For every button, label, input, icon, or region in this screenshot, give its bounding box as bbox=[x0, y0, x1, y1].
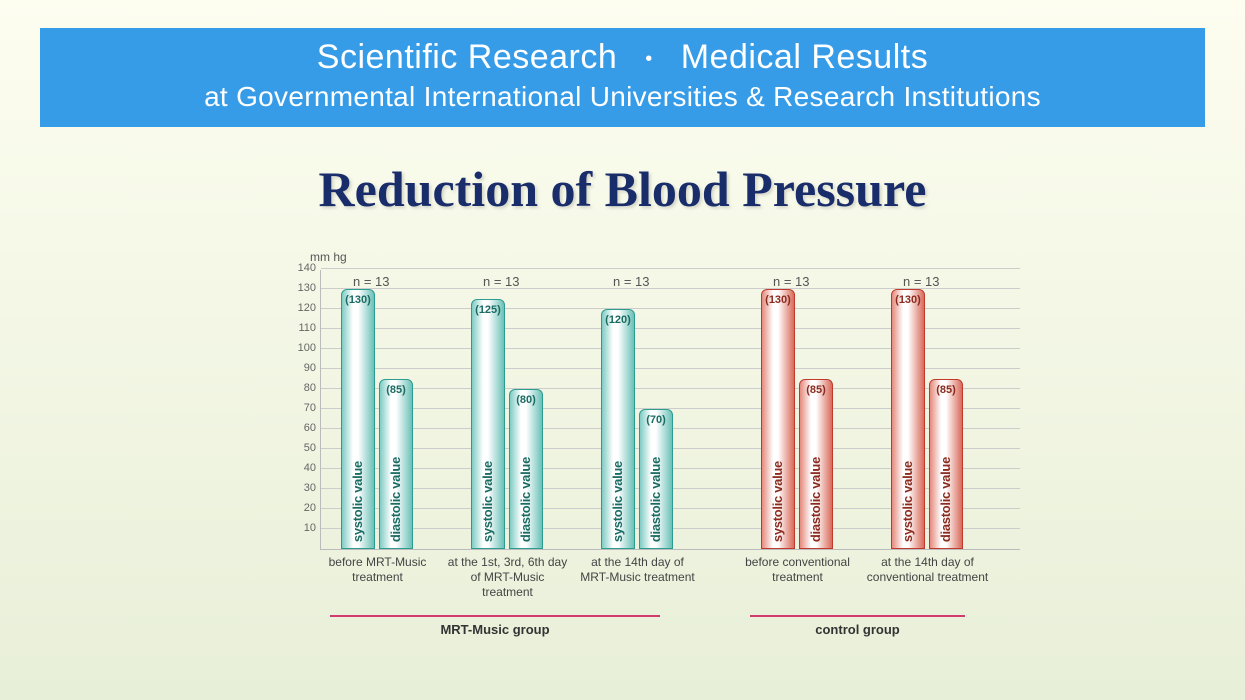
bullet-icon: • bbox=[645, 48, 653, 70]
y-tick-label: 140 bbox=[291, 262, 316, 274]
y-tick-label: 120 bbox=[291, 302, 316, 314]
y-tick-label: 70 bbox=[291, 402, 316, 414]
y-tick-label: 90 bbox=[291, 362, 316, 374]
bar-value-label: (125) bbox=[472, 304, 504, 316]
bar-kind-label: diastolic value bbox=[648, 457, 664, 542]
systolic-bar: (130) systolic value bbox=[341, 289, 375, 549]
plot-region: 102030405060708090100110120130140n = 13(… bbox=[320, 270, 1020, 550]
bar-value-label: (130) bbox=[342, 294, 374, 306]
group-label: MRT-Music group bbox=[330, 622, 660, 637]
y-tick-label: 60 bbox=[291, 422, 316, 434]
bar-pair: (120) systolic value (70) diastolic value bbox=[601, 309, 673, 549]
x-caption: before conventional treatment bbox=[735, 555, 860, 585]
bar-value-label: (85) bbox=[930, 384, 962, 396]
y-tick-label: 40 bbox=[291, 462, 316, 474]
x-caption: at the 14th day of conventional treatmen… bbox=[865, 555, 990, 585]
y-tick-label: 100 bbox=[291, 342, 316, 354]
bar-pair: (125) systolic value (80) diastolic value bbox=[471, 299, 543, 549]
systolic-bar: (120) systolic value bbox=[601, 309, 635, 549]
x-caption: before MRT-Music treatment bbox=[315, 555, 440, 585]
bar-value-label: (85) bbox=[380, 384, 412, 396]
n-label: n = 13 bbox=[613, 274, 650, 289]
bar-pair: (130) systolic value (85) diastolic value bbox=[891, 289, 963, 549]
y-tick-label: 30 bbox=[291, 482, 316, 494]
bar-value-label: (130) bbox=[762, 294, 794, 306]
n-label: n = 13 bbox=[353, 274, 390, 289]
bar-value-label: (120) bbox=[602, 314, 634, 326]
diastolic-bar: (85) diastolic value bbox=[929, 379, 963, 549]
chart-area: mm hg 102030405060708090100110120130140n… bbox=[270, 250, 1030, 650]
systolic-bar: (130) systolic value bbox=[891, 289, 925, 549]
bar-kind-label: diastolic value bbox=[518, 457, 534, 542]
group-label: control group bbox=[750, 622, 965, 637]
systolic-bar: (130) systolic value bbox=[761, 289, 795, 549]
y-tick-label: 20 bbox=[291, 502, 316, 514]
y-tick-label: 110 bbox=[291, 322, 316, 334]
bar-kind-label: systolic value bbox=[900, 461, 916, 542]
bar-value-label: (80) bbox=[510, 394, 542, 406]
bar-pair: (130) systolic value (85) diastolic value bbox=[761, 289, 833, 549]
bar-kind-label: systolic value bbox=[770, 461, 786, 542]
bar-kind-label: systolic value bbox=[350, 461, 366, 542]
gridline: 140 bbox=[321, 268, 1020, 269]
n-label: n = 13 bbox=[903, 274, 940, 289]
group-underline bbox=[330, 615, 660, 617]
y-tick-label: 50 bbox=[291, 442, 316, 454]
chart-title: Reduction of Blood Pressure bbox=[0, 160, 1245, 218]
header-banner: Scientific Research • Medical Results at… bbox=[40, 28, 1205, 127]
diastolic-bar: (80) diastolic value bbox=[509, 389, 543, 549]
n-label: n = 13 bbox=[483, 274, 520, 289]
bar-value-label: (70) bbox=[640, 414, 672, 426]
diastolic-bar: (70) diastolic value bbox=[639, 409, 673, 549]
y-tick-label: 130 bbox=[291, 282, 316, 294]
banner-text-right: Medical Results bbox=[681, 38, 928, 76]
banner-line-1: Scientific Research • Medical Results bbox=[60, 38, 1185, 77]
diastolic-bar: (85) diastolic value bbox=[799, 379, 833, 549]
x-caption: at the 1st, 3rd, 6th day of MRT-Music tr… bbox=[445, 555, 570, 600]
bar-kind-label: diastolic value bbox=[808, 457, 824, 542]
bar-kind-label: systolic value bbox=[480, 461, 496, 542]
bar-kind-label: systolic value bbox=[610, 461, 626, 542]
banner-text-left: Scientific Research bbox=[317, 38, 618, 76]
bar-kind-label: diastolic value bbox=[388, 457, 404, 542]
bar-value-label: (130) bbox=[892, 294, 924, 306]
group-underline bbox=[750, 615, 965, 617]
bar-kind-label: diastolic value bbox=[938, 457, 954, 542]
bar-value-label: (85) bbox=[800, 384, 832, 396]
diastolic-bar: (85) diastolic value bbox=[379, 379, 413, 549]
n-label: n = 13 bbox=[773, 274, 810, 289]
y-tick-label: 80 bbox=[291, 382, 316, 394]
y-tick-label: 10 bbox=[291, 522, 316, 534]
bar-pair: (130) systolic value (85) diastolic value bbox=[341, 289, 413, 549]
banner-line-2: at Governmental International Universiti… bbox=[60, 81, 1185, 113]
x-caption: at the 14th day of MRT-Music treatment bbox=[575, 555, 700, 585]
systolic-bar: (125) systolic value bbox=[471, 299, 505, 549]
